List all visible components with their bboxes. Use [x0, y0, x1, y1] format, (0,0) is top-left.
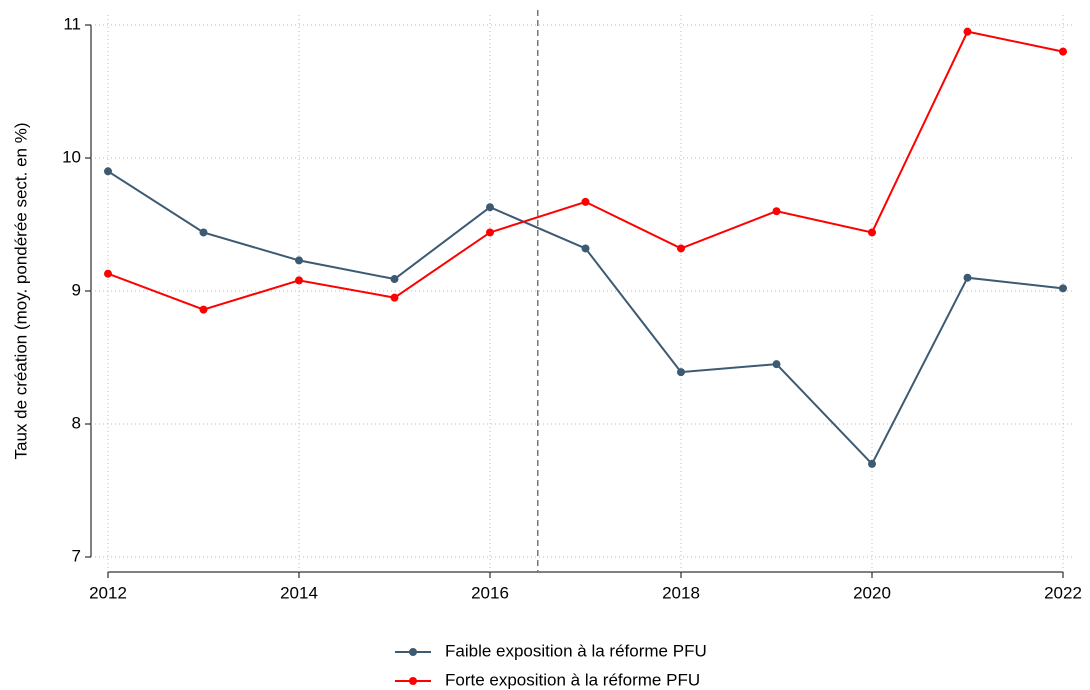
data-point — [772, 360, 781, 369]
data-point — [104, 167, 112, 176]
data-point — [104, 269, 112, 278]
data-point — [868, 228, 876, 237]
data-point — [963, 273, 972, 282]
data-point — [486, 228, 494, 237]
y-axis-label: Taux de création (moy. pondérée sect. en… — [11, 122, 30, 459]
y-tick-label: 7 — [72, 546, 81, 565]
data-point — [1059, 47, 1067, 56]
legend-label: Faible exposition à la réforme PFU — [445, 641, 707, 660]
data-point — [390, 275, 399, 284]
data-point — [868, 459, 876, 468]
data-point — [295, 276, 303, 285]
data-point — [581, 244, 590, 253]
legend-label: Forte exposition à la réforme PFU — [445, 670, 700, 689]
data-point — [390, 293, 399, 302]
y-tick-label: 11 — [63, 14, 81, 33]
data-point — [199, 228, 208, 237]
data-point — [772, 207, 781, 216]
x-tick-label: 2018 — [662, 583, 700, 602]
data-point — [677, 368, 685, 377]
x-tick-label: 2020 — [853, 583, 891, 602]
x-tick-label: 2022 — [1044, 583, 1082, 602]
data-point — [199, 305, 208, 314]
y-tick-label: 10 — [62, 147, 81, 166]
data-point — [295, 256, 303, 265]
series-line — [107, 30, 1064, 311]
legend-marker — [409, 648, 417, 656]
data-point — [486, 203, 494, 212]
x-tick-label: 2014 — [280, 583, 318, 602]
x-tick-label: 2012 — [89, 583, 127, 602]
data-point — [581, 197, 590, 206]
x-tick-label: 2016 — [471, 583, 509, 602]
data-point — [963, 27, 972, 36]
series-line — [107, 170, 1064, 466]
data-point — [677, 244, 685, 253]
y-tick-label: 8 — [72, 413, 81, 432]
legend-marker — [409, 677, 417, 685]
y-tick-label: 9 — [72, 280, 81, 299]
data-point — [1059, 284, 1067, 293]
